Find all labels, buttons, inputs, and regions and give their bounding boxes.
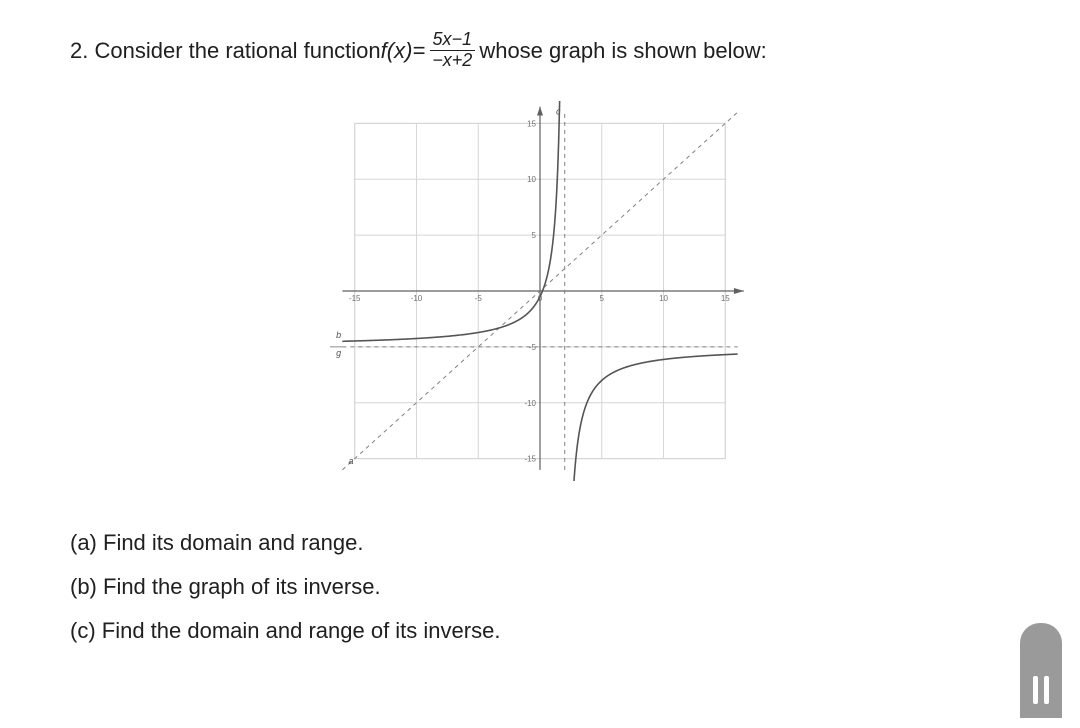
scroll-thumb[interactable] [1020, 623, 1062, 718]
svg-text:a: a [349, 456, 354, 466]
svg-text:5: 5 [600, 294, 605, 303]
graph: -15-10-5051015-15-10-551015abgc [330, 101, 750, 481]
question-a: (a) Find its domain and range. [70, 521, 1010, 565]
svg-text:-5: -5 [475, 294, 483, 303]
svg-text:-10: -10 [524, 398, 536, 407]
problem-suffix: whose graph is shown below: [479, 34, 766, 67]
func-lhs: f(x)= [381, 34, 426, 67]
svg-text:15: 15 [721, 294, 730, 303]
svg-text:10: 10 [527, 175, 536, 184]
svg-text:c: c [556, 106, 561, 116]
questions: (a) Find its domain and range. (b) Find … [70, 521, 1010, 653]
svg-text:-15: -15 [349, 294, 361, 303]
denominator: −x+2 [429, 51, 475, 71]
question-b: (b) Find the graph of its inverse. [70, 565, 1010, 609]
svg-text:15: 15 [527, 119, 536, 128]
problem-prefix: Consider the rational function [94, 34, 380, 67]
fraction: 5x−1 −x+2 [429, 30, 475, 71]
scroll-grip-icon [1033, 676, 1049, 704]
problem-statement: 2. Consider the rational function f(x)= … [70, 30, 1010, 71]
svg-text:-10: -10 [411, 294, 423, 303]
problem-number: 2. [70, 34, 88, 67]
numerator: 5x−1 [430, 30, 476, 51]
svg-text:-15: -15 [524, 454, 536, 463]
svg-text:10: 10 [659, 294, 668, 303]
question-c: (c) Find the domain and range of its inv… [70, 609, 1010, 653]
svg-text:b: b [336, 330, 341, 340]
svg-text:5: 5 [532, 231, 537, 240]
svg-text:g: g [336, 347, 341, 357]
